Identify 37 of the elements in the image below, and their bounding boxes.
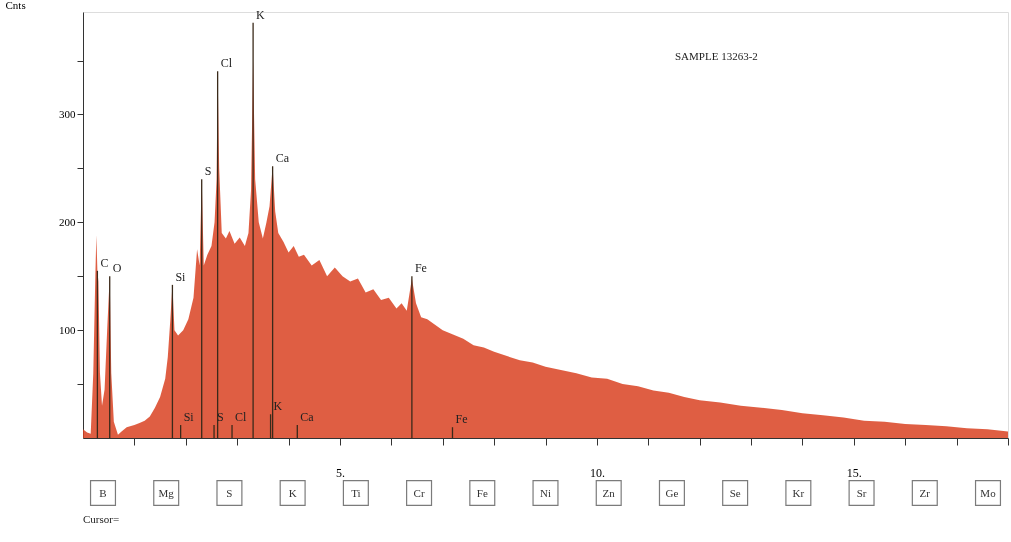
annotation: Cl xyxy=(220,56,233,71)
annotation: S xyxy=(204,164,212,179)
text: Kr xyxy=(792,487,805,499)
text: B xyxy=(99,487,107,499)
x-tick-label: 5. xyxy=(335,465,345,480)
text: Cr xyxy=(413,487,425,499)
text: S xyxy=(226,487,233,499)
annotation: O xyxy=(112,261,122,276)
text: Ti xyxy=(351,487,361,499)
text: Sr xyxy=(856,487,867,499)
text: Zr xyxy=(919,487,931,499)
annotation: C xyxy=(100,255,109,270)
text: Mo xyxy=(980,487,997,499)
y-axis-title: Cnts xyxy=(5,0,26,11)
annotation: Fe xyxy=(414,261,427,276)
x-tick-label: 15. xyxy=(846,465,862,480)
annotation: Ca xyxy=(275,151,290,166)
annotation: SAMPLE 13263-2 xyxy=(675,50,758,62)
annotation: Cl xyxy=(235,410,248,425)
text: Mg xyxy=(158,487,175,499)
text: Fe xyxy=(476,487,488,499)
y-tick-label: 200 xyxy=(59,215,76,228)
y-tick-label: 100 xyxy=(59,323,76,336)
x-tick-label: 10. xyxy=(589,465,605,480)
text: K xyxy=(288,487,297,499)
text: Ge xyxy=(665,487,679,499)
annotation: Si xyxy=(183,410,195,425)
text: Ni xyxy=(540,487,551,499)
text: Cursor= xyxy=(83,513,120,525)
annotation: K xyxy=(256,7,266,22)
annotation: Si xyxy=(175,269,187,284)
annotation: K xyxy=(273,399,283,414)
annotation: Fe xyxy=(455,412,468,427)
annotation: Ca xyxy=(300,410,315,425)
text: Zn xyxy=(602,487,616,499)
y-tick-label: 300 xyxy=(59,107,76,120)
text: Se xyxy=(729,487,741,499)
